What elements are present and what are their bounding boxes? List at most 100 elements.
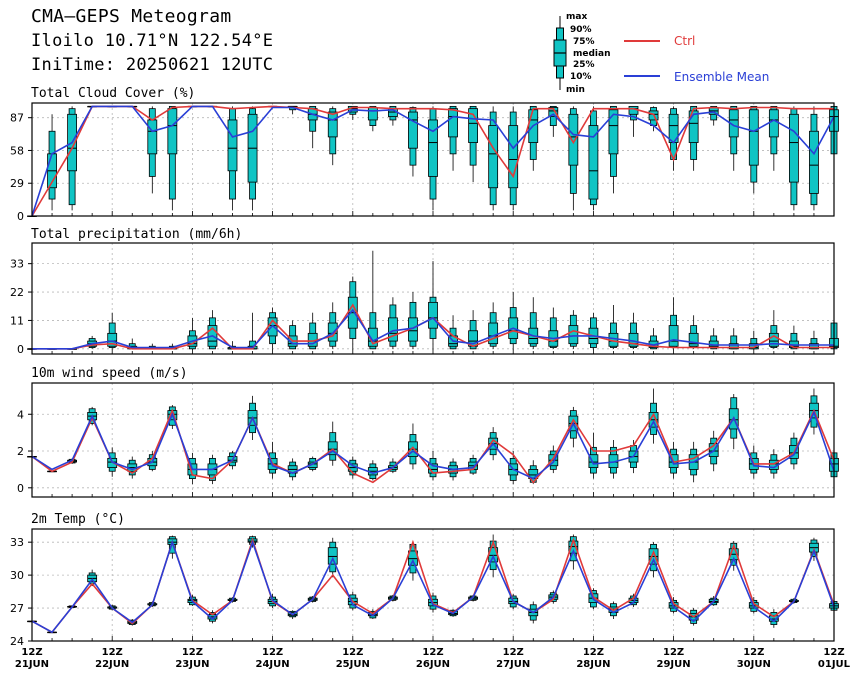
box-25 xyxy=(528,105,539,171)
y-tick-label: 29 xyxy=(10,177,24,190)
box-inner xyxy=(688,110,699,143)
key-min: min xyxy=(566,85,585,95)
panel-title-wind: 10m wind speed (m/s) xyxy=(31,366,188,381)
box-inner xyxy=(809,130,819,194)
panel-title-precip: Total precipitation (mm/6h) xyxy=(31,227,243,242)
panel-title-cloud: Total Cloud Cover (%) xyxy=(31,86,196,101)
box-inner xyxy=(327,547,338,565)
box-19 xyxy=(408,106,418,177)
box-inner xyxy=(748,109,759,166)
y-tick-label: 0 xyxy=(17,482,24,495)
box-19 xyxy=(408,292,418,349)
box-inner xyxy=(548,107,559,117)
box-inner xyxy=(728,343,739,350)
meteogram-title: CMA–GEPS Meteogram xyxy=(31,6,232,27)
panel-wind: 0 2 4 xyxy=(17,382,839,498)
box-inner xyxy=(768,332,779,347)
x-label-date: 21JUN xyxy=(15,659,49,670)
box-22 xyxy=(468,105,479,183)
box-28 xyxy=(588,312,599,349)
box-inner xyxy=(488,125,499,189)
box-39 xyxy=(809,106,819,211)
box-inner xyxy=(768,109,779,138)
x-label-date: 25JUN xyxy=(336,659,370,670)
x-label-hour: 12Z xyxy=(503,647,524,658)
box-4 xyxy=(107,312,118,349)
y-tick-label: 27 xyxy=(10,602,24,615)
box-inner xyxy=(448,108,458,138)
box-outer xyxy=(168,536,176,554)
box-26 xyxy=(548,307,559,349)
box-17 xyxy=(367,460,378,481)
box-25 xyxy=(528,297,539,349)
box-26 xyxy=(548,105,559,137)
box-9 xyxy=(207,310,218,350)
x-label-hour: 12Z xyxy=(21,647,42,658)
y-tick-label: 0 xyxy=(17,343,24,356)
box-23 xyxy=(488,106,499,211)
box-27 xyxy=(568,310,579,349)
box-15 xyxy=(327,106,338,166)
box-inner xyxy=(428,301,438,329)
box-29 xyxy=(608,105,619,194)
y-tick-label: 2 xyxy=(17,445,24,458)
box-33 xyxy=(688,105,699,171)
box-17 xyxy=(367,250,378,350)
box-23 xyxy=(488,302,499,349)
box-13 xyxy=(287,458,298,481)
box-25 xyxy=(528,460,539,485)
legend-mean-label: Ensemble Mean xyxy=(674,70,770,84)
box-20 xyxy=(428,261,438,349)
key-p75: 75% xyxy=(573,37,595,47)
box-inner xyxy=(227,119,238,172)
ctrl-series-line xyxy=(31,408,835,484)
box-inner xyxy=(588,125,599,200)
x-label-hour: 12Z xyxy=(182,647,203,658)
box-27 xyxy=(568,106,579,211)
box-20 xyxy=(428,106,438,211)
box-38 xyxy=(789,432,799,470)
x-label-date: 24JUN xyxy=(256,659,290,670)
box-inner xyxy=(688,332,699,347)
x-label-hour: 12Z xyxy=(342,647,363,658)
legend-ctrl-label: Ctrl xyxy=(674,34,696,48)
box-inner xyxy=(307,461,318,468)
box-inner xyxy=(327,322,338,342)
y-tick-label: 24 xyxy=(10,635,24,648)
box-29 xyxy=(608,440,619,479)
box-inner xyxy=(167,108,178,155)
y-tick-label: 11 xyxy=(10,314,24,327)
y-tick-label: 33 xyxy=(10,536,24,549)
init-time-label: IniTime: 20250621 12UTC xyxy=(31,55,274,75)
box-30 xyxy=(628,105,639,137)
x-label-date: 28JUN xyxy=(576,659,610,670)
box-36 xyxy=(748,330,759,350)
y-tick-label: 58 xyxy=(10,144,24,157)
key-p90: 90% xyxy=(570,25,592,35)
x-label-date: 27JUN xyxy=(496,659,530,670)
y-tick-label: 33 xyxy=(10,258,24,271)
box-inner xyxy=(748,343,759,350)
box-inner xyxy=(568,113,579,166)
panel-precip: 0 11 22 33 xyxy=(10,242,839,356)
box-36 xyxy=(748,105,759,194)
x-label-hour: 12Z xyxy=(743,647,764,658)
key-max: max xyxy=(566,12,588,22)
ctrl-series-line xyxy=(31,537,835,634)
box-inner xyxy=(408,111,418,149)
box-28 xyxy=(588,432,599,479)
x-label-hour: 12Z xyxy=(583,647,604,658)
key-median: median xyxy=(573,49,611,59)
x-label-hour: 12Z xyxy=(262,647,283,658)
box-10 xyxy=(227,106,238,211)
x-label-date: 01JUL xyxy=(818,659,851,670)
box-18 xyxy=(387,297,398,349)
box-inner xyxy=(147,119,158,155)
y-tick-label: 22 xyxy=(10,286,24,299)
box-inner xyxy=(588,454,599,468)
x-label-hour: 12Z xyxy=(823,647,844,658)
box-inner xyxy=(568,325,579,345)
mean-series-line xyxy=(31,539,835,634)
box-24 xyxy=(508,106,519,211)
